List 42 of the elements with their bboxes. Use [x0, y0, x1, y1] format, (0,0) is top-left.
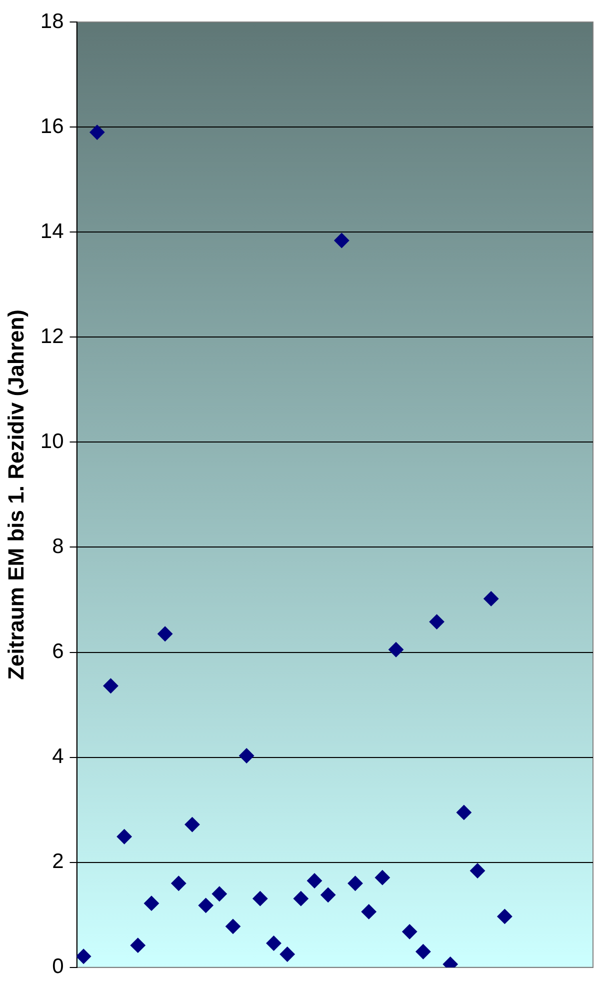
point: [484, 591, 499, 606]
point: [470, 863, 486, 878]
point: [90, 124, 105, 140]
point: [225, 918, 240, 934]
point: [374, 870, 390, 886]
point: [361, 904, 376, 920]
point: [307, 873, 322, 888]
y-axis-title: Zeitraum EM bis 1. Rezidiv (Jahren): [3, 309, 28, 680]
point: [456, 804, 472, 820]
point: [130, 938, 146, 953]
point: [171, 876, 186, 891]
point: [158, 626, 173, 642]
y-tick-label: 4: [52, 745, 64, 768]
point: [116, 829, 132, 844]
point: [416, 944, 431, 960]
y-tick-label: 10: [40, 430, 64, 453]
y-tick-label: 18: [40, 10, 64, 33]
point: [348, 876, 363, 891]
point: [252, 891, 268, 906]
point: [103, 678, 118, 694]
point: [184, 817, 200, 832]
y-tick-label: 12: [40, 324, 64, 348]
point: [266, 936, 282, 951]
point: [144, 896, 159, 911]
point: [212, 886, 227, 902]
y-tick-label: 0: [52, 955, 64, 978]
y-tick-label: 16: [40, 114, 64, 138]
y-tick-label: 8: [52, 535, 64, 558]
point: [198, 898, 214, 913]
point: [429, 614, 444, 630]
y-tick-label: 6: [52, 640, 64, 664]
point: [76, 948, 92, 964]
y-tick-label: 2: [52, 850, 64, 874]
point: [497, 908, 512, 924]
y-tick-label: 14: [40, 220, 64, 243]
point: [293, 891, 308, 906]
point: [402, 924, 418, 940]
point: [280, 946, 295, 962]
point: [388, 642, 404, 658]
point: [239, 748, 254, 764]
point: [320, 887, 336, 902]
point: [334, 232, 350, 248]
